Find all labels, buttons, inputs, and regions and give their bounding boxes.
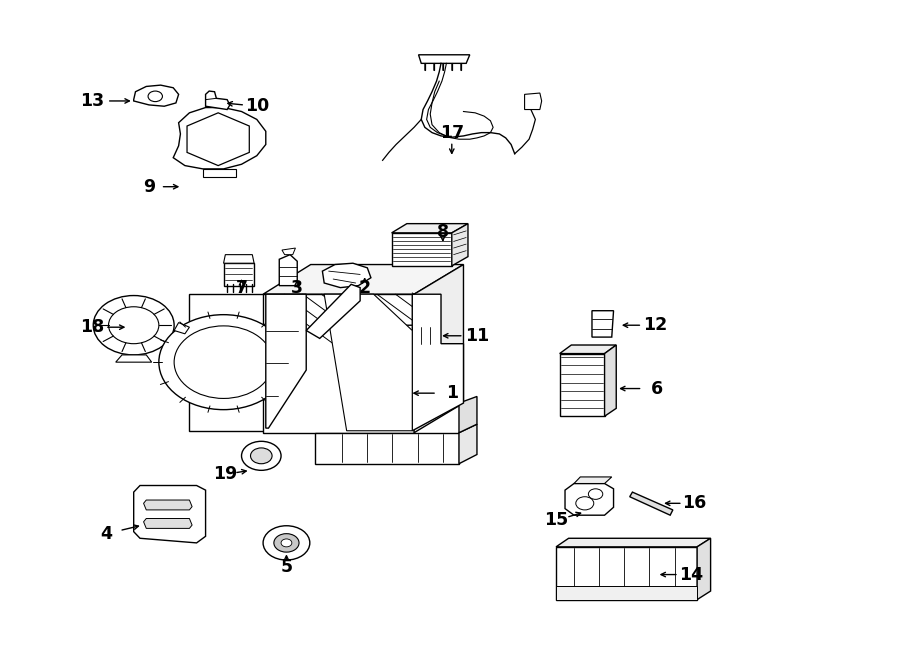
Polygon shape [698, 538, 711, 600]
Polygon shape [560, 345, 616, 354]
Polygon shape [315, 433, 459, 464]
Polygon shape [134, 486, 205, 543]
Polygon shape [202, 169, 236, 176]
Text: 2: 2 [358, 279, 371, 297]
Text: 8: 8 [436, 223, 449, 241]
Polygon shape [392, 223, 468, 233]
Polygon shape [402, 325, 436, 345]
Polygon shape [266, 294, 306, 428]
Polygon shape [414, 264, 464, 433]
Polygon shape [560, 354, 605, 416]
Polygon shape [187, 113, 249, 166]
Text: 12: 12 [643, 316, 667, 334]
Polygon shape [144, 518, 192, 528]
Polygon shape [556, 586, 698, 600]
Circle shape [94, 295, 174, 355]
Polygon shape [189, 294, 266, 431]
Text: 7: 7 [236, 279, 248, 297]
Circle shape [576, 496, 594, 510]
Circle shape [148, 91, 162, 102]
Polygon shape [592, 311, 614, 337]
Text: 10: 10 [245, 97, 269, 115]
Polygon shape [630, 492, 673, 515]
Circle shape [281, 539, 292, 547]
Polygon shape [392, 233, 452, 266]
Circle shape [109, 307, 159, 344]
Polygon shape [306, 284, 360, 338]
Polygon shape [605, 345, 617, 416]
Text: 18: 18 [80, 318, 104, 336]
Text: 3: 3 [292, 279, 303, 297]
Text: 4: 4 [101, 525, 112, 543]
Text: 14: 14 [679, 566, 703, 584]
Circle shape [174, 326, 273, 399]
Polygon shape [144, 500, 192, 510]
Polygon shape [574, 477, 612, 484]
Polygon shape [459, 397, 477, 433]
Circle shape [274, 533, 299, 552]
Polygon shape [223, 254, 254, 263]
Polygon shape [452, 223, 468, 266]
Text: 11: 11 [464, 327, 489, 345]
Text: 5: 5 [281, 558, 292, 576]
Circle shape [589, 488, 603, 499]
Polygon shape [459, 424, 477, 464]
Polygon shape [525, 93, 542, 110]
Polygon shape [324, 294, 412, 431]
Polygon shape [134, 85, 178, 106]
Polygon shape [279, 254, 297, 286]
Circle shape [241, 442, 281, 471]
Text: 17: 17 [440, 124, 464, 141]
Text: 9: 9 [143, 178, 155, 196]
Circle shape [159, 315, 288, 410]
Circle shape [250, 448, 272, 464]
Polygon shape [322, 263, 371, 288]
Polygon shape [173, 108, 266, 169]
Text: 6: 6 [651, 379, 662, 397]
Text: 13: 13 [80, 92, 104, 110]
Polygon shape [223, 263, 254, 286]
Polygon shape [556, 538, 711, 547]
Polygon shape [556, 547, 698, 600]
Text: 19: 19 [213, 465, 238, 483]
Polygon shape [263, 264, 464, 294]
Polygon shape [418, 55, 470, 63]
Text: 16: 16 [682, 494, 707, 512]
Polygon shape [116, 355, 152, 362]
Polygon shape [565, 484, 614, 515]
Polygon shape [205, 91, 230, 110]
Polygon shape [282, 248, 295, 254]
Polygon shape [412, 294, 464, 431]
Text: 1: 1 [446, 384, 458, 402]
Polygon shape [174, 323, 189, 334]
Polygon shape [263, 294, 414, 433]
Text: 15: 15 [544, 512, 568, 529]
Circle shape [263, 525, 310, 560]
